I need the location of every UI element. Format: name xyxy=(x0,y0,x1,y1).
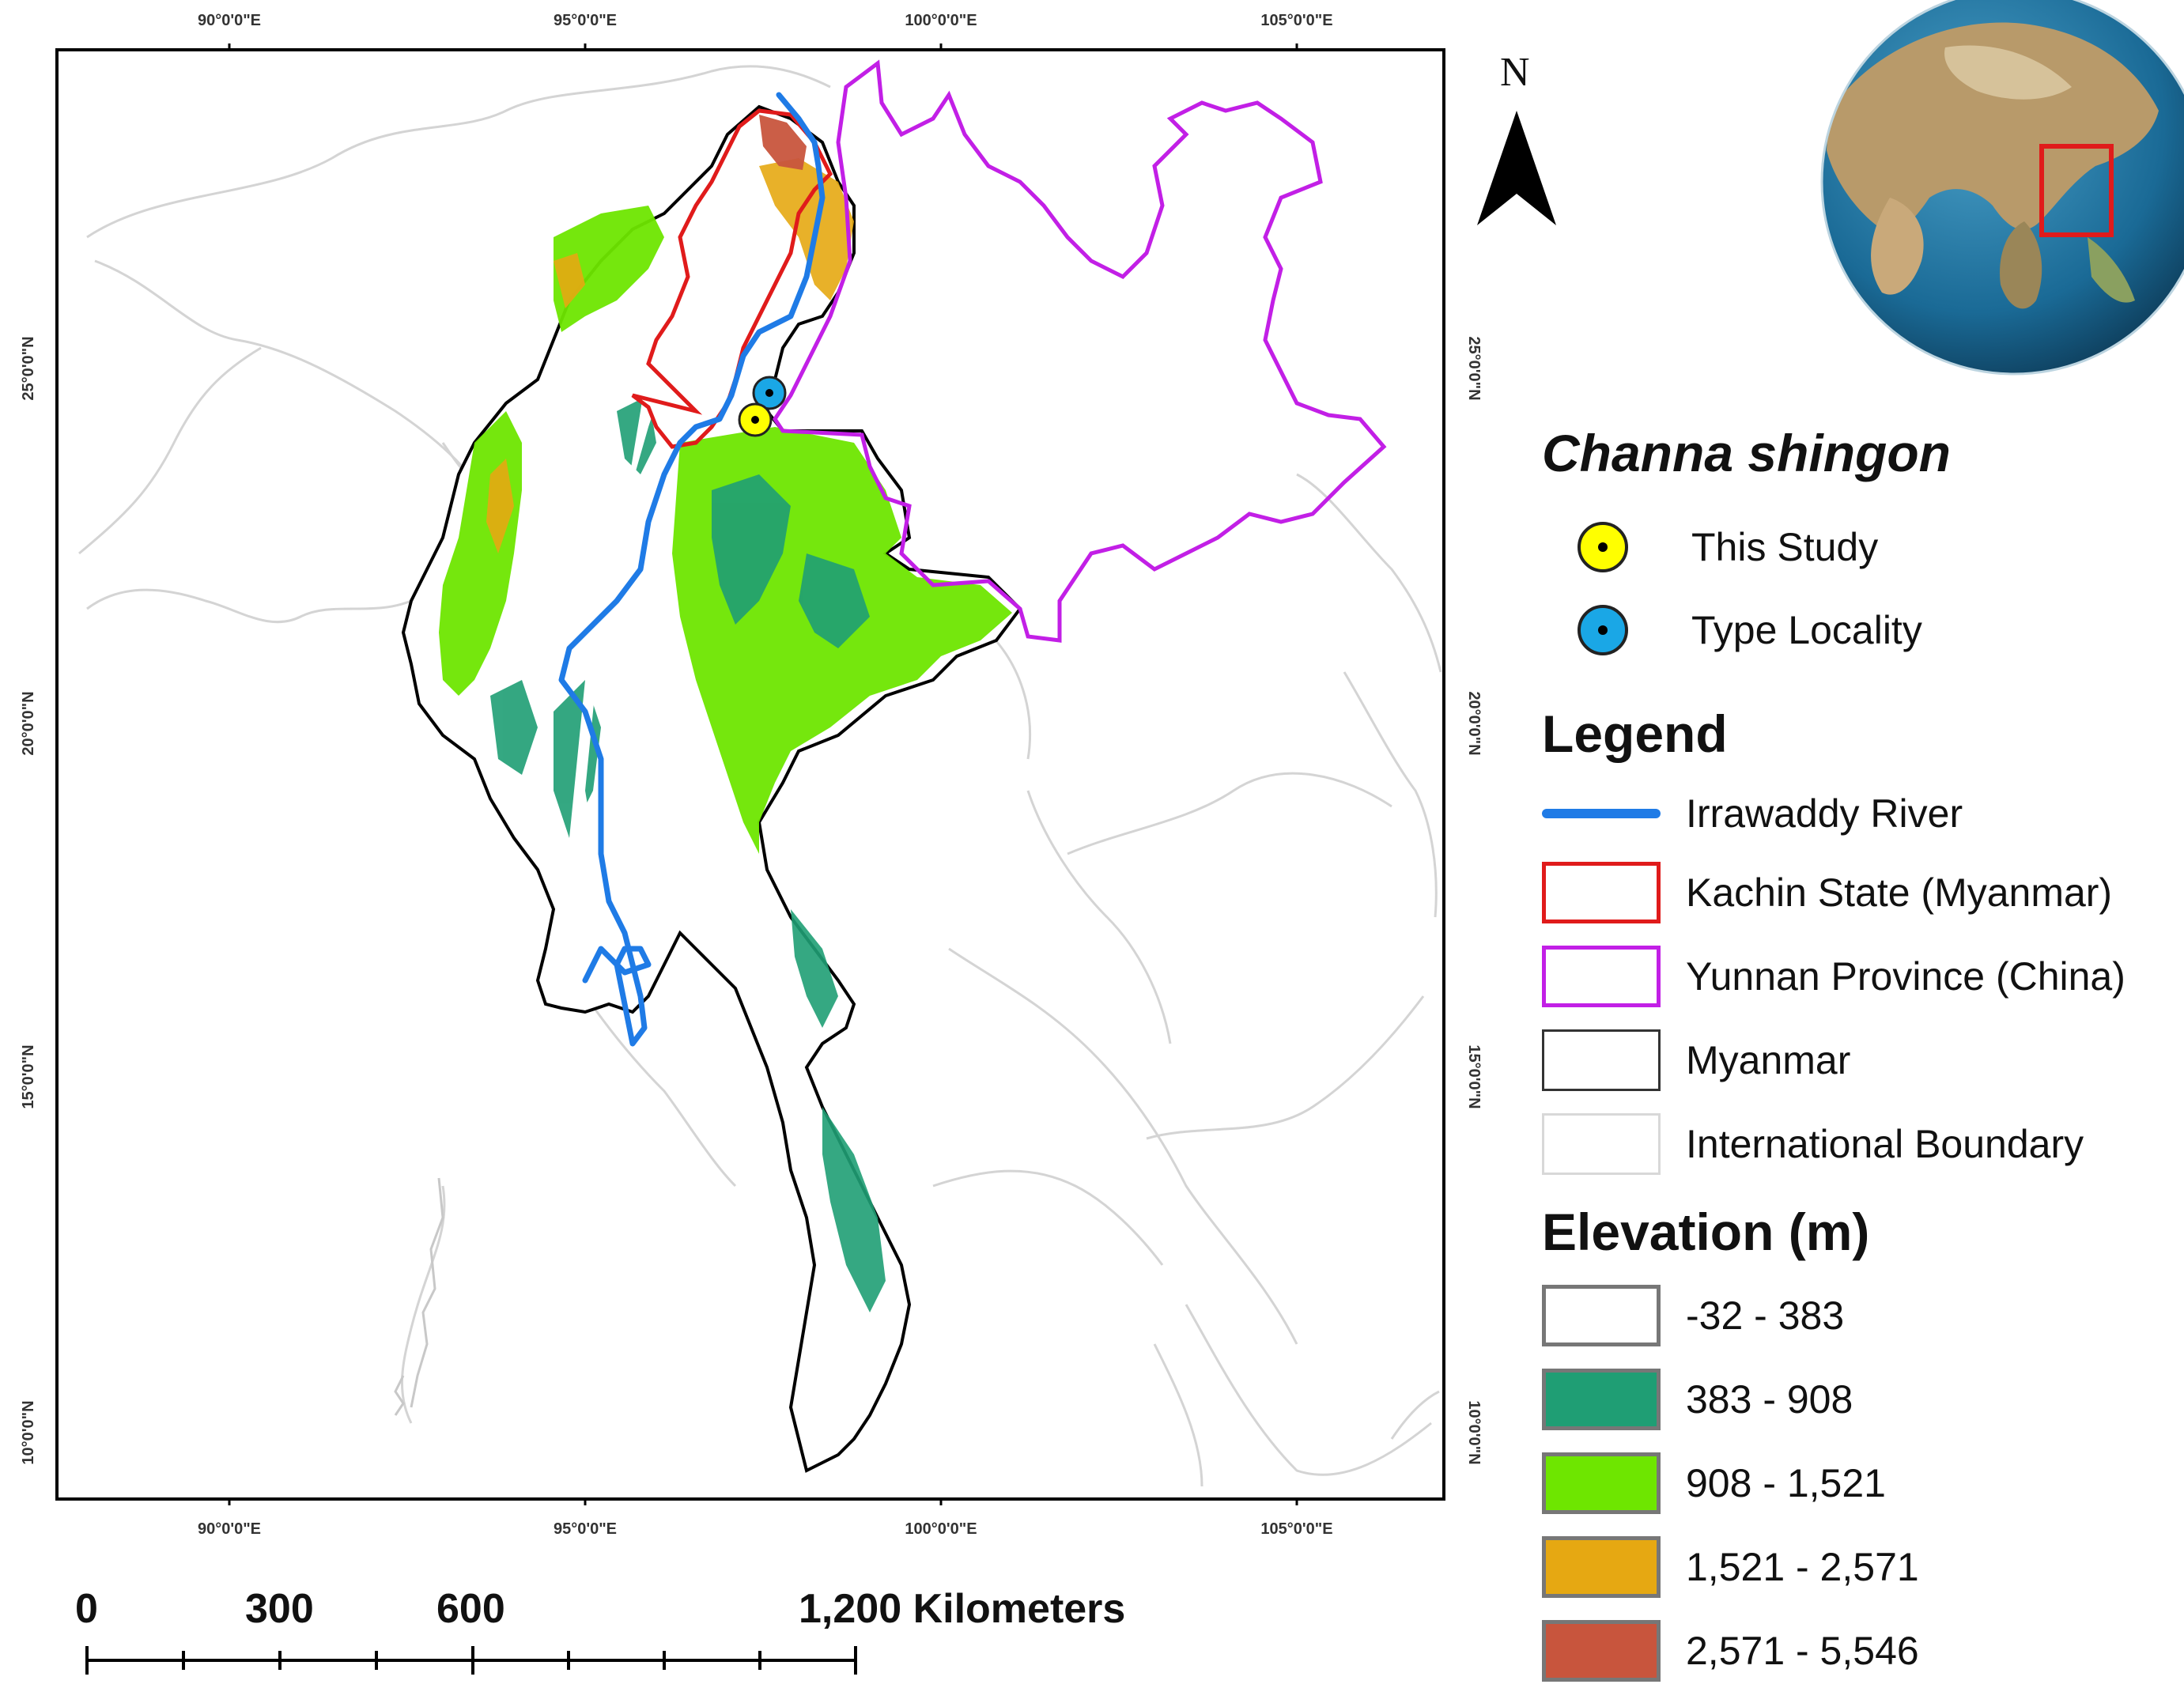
bottom-axis-label: 90°0'0"E xyxy=(198,1520,261,1538)
legend-label: Yunnan Province (China) xyxy=(1686,954,2125,999)
international-boundaries xyxy=(78,65,1442,1487)
kachin-swatch xyxy=(1542,862,1661,923)
right-axis-label: 15°0'0"N xyxy=(1465,1044,1483,1108)
kachin-boundary xyxy=(631,108,833,449)
legend-row-river: Irrawaddy River xyxy=(1542,791,1963,836)
this-study-symbol xyxy=(1578,522,1628,572)
top-axis-label: 100°0'0"E xyxy=(905,12,977,29)
scale-label-300: 300 xyxy=(245,1586,314,1632)
legend-title: Legend xyxy=(1542,704,1728,763)
right-axis-label: 20°0'0"N xyxy=(1465,691,1483,755)
scale-label-0: 0 xyxy=(75,1586,98,1632)
bottom-axis-label: 95°0'0"E xyxy=(554,1520,617,1538)
legend-label: Kachin State (Myanmar) xyxy=(1686,870,2113,915)
elevation-label: -32 - 383 xyxy=(1686,1293,1845,1338)
elevation-row: 1,521 - 2,571 xyxy=(1542,1536,1919,1598)
left-axis-label: 10°0'0"N xyxy=(20,1400,37,1464)
type-locality-label: Type Locality xyxy=(1691,608,1922,652)
this-study-label: This Study xyxy=(1691,525,1879,569)
elevation-row: 383 - 908 xyxy=(1542,1369,1853,1430)
north-label: N xyxy=(1500,50,1530,95)
bottom-axis-label: 105°0'0"E xyxy=(1260,1520,1332,1538)
elevation-fill-orange xyxy=(486,158,854,553)
scale-bar xyxy=(85,1646,857,1675)
top-axis-label: 105°0'0"E xyxy=(1260,12,1332,29)
myanmar-swatch xyxy=(1542,1029,1661,1091)
bottom-axis-label: 100°0'0"E xyxy=(905,1520,977,1538)
irrawaddy-river xyxy=(558,92,826,1047)
elevation-swatch xyxy=(1542,1369,1661,1430)
inset-highlight-box xyxy=(2039,144,2114,237)
axis-ticks xyxy=(228,43,1298,1505)
legend-row-type-locality: Type Locality xyxy=(1538,605,1922,655)
elevation-title: Elevation (m) xyxy=(1542,1203,1870,1261)
type-locality-symbol xyxy=(1578,605,1628,655)
left-axis-label: 25°0'0"N xyxy=(20,336,37,400)
elevation-swatch xyxy=(1542,1452,1661,1514)
legend-label: Myanmar xyxy=(1686,1038,1851,1082)
legend-row-yunnan: Yunnan Province (China) xyxy=(1542,946,2125,1007)
river-line-swatch xyxy=(1542,809,1661,818)
legend-label: Irrawaddy River xyxy=(1686,791,1963,836)
elevation-label: 383 - 908 xyxy=(1686,1377,1853,1422)
scale-label-1200: 1,200 Kilometers xyxy=(799,1586,1126,1632)
legend-row-kachin: Kachin State (Myanmar) xyxy=(1542,862,2112,923)
elevation-row: 908 - 1,521 xyxy=(1542,1452,1886,1514)
yunnan-swatch xyxy=(1542,946,1661,1007)
legend-row-myanmar: Myanmar xyxy=(1542,1029,1850,1091)
left-axis-label: 15°0'0"N xyxy=(20,1044,37,1108)
this-study-marker xyxy=(738,402,773,437)
legend-row-this-study: This Study xyxy=(1538,522,1878,572)
right-axis-label: 10°0'0"N xyxy=(1465,1400,1483,1464)
elevation-fill-red xyxy=(759,115,807,170)
elevation-swatch xyxy=(1542,1620,1661,1682)
elevation-label: 1,521 - 2,571 xyxy=(1686,1545,1919,1589)
yunnan-boundary xyxy=(772,59,1387,643)
type-locality-marker xyxy=(752,376,787,410)
species-title: Channa shingon xyxy=(1542,424,1951,482)
globe-inset xyxy=(1820,0,2184,376)
elevation-row: -32 - 383 xyxy=(1542,1285,1844,1346)
scale-label-600: 600 xyxy=(436,1586,505,1632)
elevation-swatch xyxy=(1542,1536,1661,1598)
andaman-islands xyxy=(394,1177,444,1416)
international-swatch xyxy=(1542,1113,1661,1175)
top-axis-label: 90°0'0"E xyxy=(198,12,261,29)
elevation-label: 2,571 - 5,546 xyxy=(1686,1629,1919,1673)
elevation-swatch xyxy=(1542,1285,1661,1346)
right-axis-label: 25°0'0"N xyxy=(1465,336,1483,400)
lowland-valleys xyxy=(569,253,759,972)
legend-label: International Boundary xyxy=(1686,1122,2084,1166)
elevation-row: 2,571 - 5,546 xyxy=(1542,1620,1919,1682)
north-arrow-icon xyxy=(1477,111,1556,225)
legend-row-international: International Boundary xyxy=(1542,1113,2084,1175)
top-axis-label: 95°0'0"E xyxy=(554,12,617,29)
left-axis-label: 20°0'0"N xyxy=(20,691,37,755)
elevation-label: 908 - 1,521 xyxy=(1686,1461,1886,1505)
